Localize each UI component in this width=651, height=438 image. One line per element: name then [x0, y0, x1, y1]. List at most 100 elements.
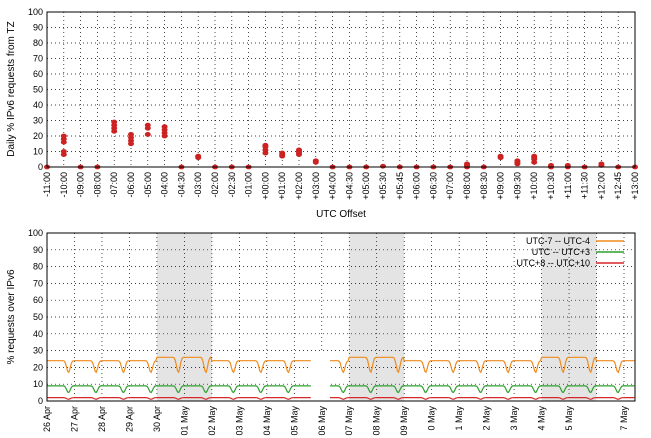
top-x-tick-label: +05:30 [378, 172, 388, 200]
bottom-x-tick-label: 07 May [344, 406, 354, 436]
bottom-x-tick-label: 4 May [537, 406, 547, 431]
top-x-tick-label: +01:00 [277, 172, 287, 200]
top-y-axis-label: Daily % IPv6 requests from TZ [6, 21, 17, 156]
data-point [161, 124, 168, 130]
top-y-tick-label: 70 [33, 54, 43, 64]
bottom-x-tick-label: 7 May [619, 406, 629, 431]
top-x-tick-label: +04:00 [328, 172, 338, 200]
top-y-tick-label: 50 [33, 85, 43, 95]
bottom-y-axis-label: % requests over IPv6 [6, 269, 17, 364]
bottom-x-tick-label: 09 May [399, 406, 409, 436]
data-point [497, 153, 504, 159]
top-x-axis-label: UTC Offset [316, 209, 366, 220]
top-y-axis: 0 10 20 30 40 50 60 70 80 90 100 [28, 7, 43, 172]
data-point [111, 119, 118, 125]
top-y-tick-label: 60 [33, 69, 43, 79]
data-point [598, 161, 605, 167]
top-x-tick-label: -04:00 [160, 172, 170, 198]
top-x-tick-label: +06:00 [412, 172, 422, 200]
data-point [60, 149, 67, 154]
data-point [464, 161, 470, 167]
series-line [47, 397, 635, 400]
top-x-tick-label: +00:00 [260, 172, 270, 200]
legend-label: UTC+8 -- UTC+10 [516, 258, 590, 268]
bottom-x-tick-label: 30 Apr [152, 406, 162, 432]
top-x-tick-label: +13:00 [630, 172, 640, 200]
top-x-tick-label: -01:00 [244, 172, 254, 198]
data-point [60, 133, 67, 139]
top-x-tick-label: +10:00 [529, 172, 539, 200]
bottom-y-tick-label: 0 [38, 396, 43, 406]
bottom-y-tick-label: 50 [33, 312, 43, 322]
bottom-x-tick-label: 05 May [289, 406, 299, 436]
bottom-x-tick-label: 02 May [207, 406, 217, 436]
bottom-plot-frame [46, 232, 636, 402]
top-x-tick-label: -05:00 [143, 172, 153, 198]
top-x-tick-label: -11:00 [42, 172, 52, 197]
bottom-y-tick-label: 80 [33, 262, 43, 272]
bottom-y-tick-label: 40 [33, 329, 43, 339]
bottom-y-axis: 0 10 20 30 40 50 60 70 80 90 100 [28, 228, 43, 406]
top-x-tick-label: -08:00 [92, 172, 102, 198]
top-x-tick-label: +12:45 [613, 172, 623, 200]
bottom-x-tick-label: 0 May [427, 406, 437, 431]
bottom-x-tick-label: 3 May [509, 406, 519, 431]
data-point [144, 132, 151, 137]
data-gap [310, 353, 331, 401]
top-x-tick-label: +06:30 [428, 172, 438, 200]
top-x-tick-label: +08:30 [479, 172, 489, 200]
top-y-tick-label: 80 [33, 38, 43, 48]
top-x-tick-label: -06:00 [126, 172, 136, 198]
bottom-y-tick-label: 90 [33, 245, 43, 255]
bottom-y-tick-label: 10 [33, 379, 43, 389]
bottom-x-tick-label: 08 May [372, 406, 382, 436]
legend-label: UTC-7 -- UTC-4 [526, 236, 590, 246]
top-x-tick-label: +11:30 [580, 172, 590, 199]
bottom-x-tick-label: 5 May [564, 406, 574, 431]
top-x-tick-label: +11:00 [563, 172, 573, 199]
data-point [144, 122, 151, 128]
data-point [279, 150, 286, 156]
bottom-x-tick-label: 06 May [317, 406, 327, 436]
top-x-tick-label: +08:00 [462, 172, 472, 200]
top-y-tick-label: 90 [33, 23, 43, 33]
bottom-x-tick-label: 29 Apr [124, 406, 134, 432]
data-point [380, 163, 386, 169]
top-x-tick-label: +03:00 [311, 172, 321, 200]
data-point [531, 153, 538, 159]
data-point [128, 132, 134, 137]
bottom-y-tick-label: 60 [33, 295, 43, 305]
bottom-x-tick-label: 04 May [262, 406, 272, 436]
top-x-tick-label: +12:00 [596, 172, 606, 200]
top-x-tick-label: +05:45 [395, 172, 405, 200]
bottom-y-tick-label: 20 [33, 362, 43, 372]
bottom-chart: 0 10 20 30 40 50 60 70 80 90 100 26 Apr 27 Apr 28 Ap… [6, 228, 636, 436]
bottom-x-tick-label: 27 Apr [69, 406, 79, 432]
series-line [47, 385, 635, 394]
top-y-tick-label: 20 [33, 131, 43, 141]
data-point [296, 147, 302, 153]
top-x-tick-label: -02:00 [210, 172, 220, 198]
top-x-tick-label: +07:00 [445, 172, 455, 200]
top-y-tick-label: 0 [38, 162, 43, 172]
top-y-tick-label: 100 [28, 7, 43, 17]
top-x-tick-label: -02:30 [227, 172, 237, 198]
top-y-tick-label: 30 [33, 116, 43, 126]
top-grid [47, 12, 635, 167]
bottom-x-tick-label: 26 Apr [42, 406, 52, 432]
top-x-tick-label: -04:30 [176, 172, 186, 198]
data-point [514, 158, 521, 164]
top-points [44, 119, 638, 170]
top-y-tick-label: 40 [33, 100, 43, 110]
bottom-y-tick-label: 70 [33, 278, 43, 288]
top-x-tick-label: -10:00 [59, 172, 69, 198]
top-x-tick-label: -03:00 [193, 172, 203, 198]
bottom-y-tick-label: 30 [33, 346, 43, 356]
top-x-tick-label: -07:00 [109, 172, 119, 198]
bottom-x-axis: 26 Apr 27 Apr 28 Apr 29 Apr 30 Apr 01 May 02 M… [42, 406, 629, 436]
top-x-tick-label: +10:30 [546, 172, 556, 200]
series-line [47, 356, 635, 374]
bottom-x-tick-label: 01 May [179, 406, 189, 436]
